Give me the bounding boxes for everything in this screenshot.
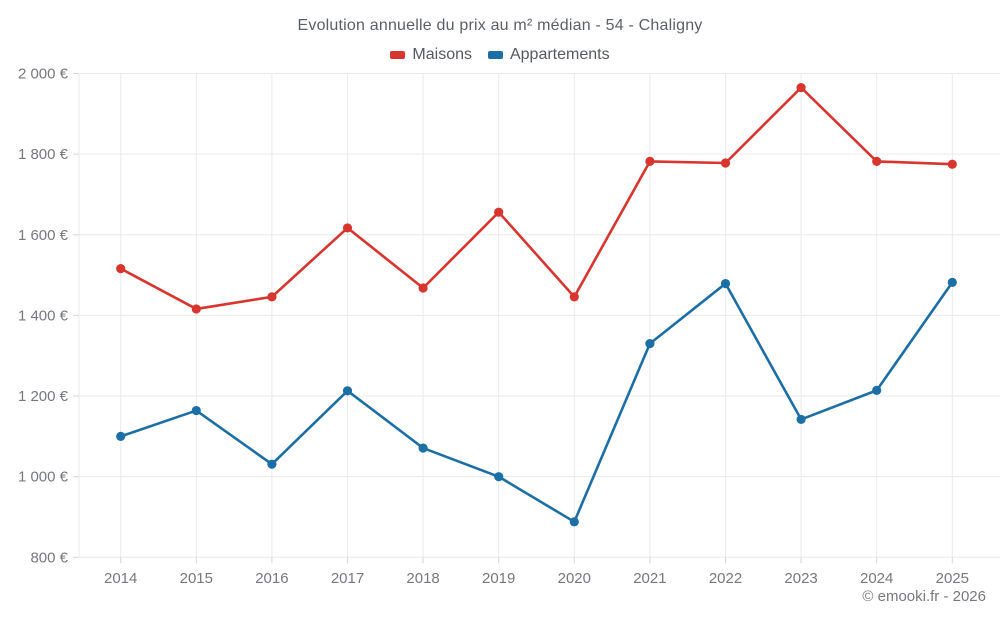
- x-tick-label: 2018: [406, 570, 439, 587]
- axes: [73, 73, 953, 564]
- x-tick-label: 2016: [255, 570, 288, 587]
- y-tick-label: 1 000 €: [18, 469, 69, 486]
- data-point-maisons-2014[interactable]: [116, 264, 126, 274]
- series-line-appartements: [119, 281, 954, 524]
- chart-legend: Maisons Appartements: [0, 45, 1000, 65]
- data-point-maisons-2025[interactable]: [947, 159, 957, 169]
- data-point-appartements-2025[interactable]: [947, 277, 957, 287]
- data-point-appartements-2022[interactable]: [720, 278, 731, 289]
- y-tick-label: 1 800 €: [18, 146, 69, 163]
- legend-label: Maisons: [412, 46, 472, 63]
- series-maisons: [116, 83, 957, 314]
- y-tick-label: 1 200 €: [18, 388, 69, 405]
- data-point-maisons-2020[interactable]: [569, 292, 579, 302]
- data-point-appartements-2015[interactable]: [191, 405, 201, 416]
- data-point-appartements-2024[interactable]: [872, 385, 882, 395]
- data-point-maisons-2024[interactable]: [872, 156, 882, 166]
- y-tick-label: 1 400 €: [18, 307, 69, 324]
- series-appartements: [116, 277, 957, 527]
- data-point-appartements-2016[interactable]: [267, 459, 277, 469]
- y-tick-label: 800 €: [30, 549, 68, 566]
- x-tick-label: 2019: [482, 570, 515, 587]
- x-tick-label: 2020: [558, 570, 591, 587]
- credit-text: © emooki.fr - 2026: [862, 588, 986, 605]
- x-tick-label: 2021: [633, 570, 666, 587]
- legend-item-appartements[interactable]: Appartements: [487, 46, 610, 64]
- legend-label: Appartements: [509, 46, 610, 63]
- y-tick-label: 1 600 €: [18, 227, 69, 244]
- data-point-maisons-2018[interactable]: [418, 283, 428, 293]
- gridlines: [79, 73, 1000, 558]
- y-tick-label: 2 000 €: [18, 66, 69, 83]
- data-point-maisons-2015[interactable]: [191, 304, 201, 314]
- legend-swatch-maisons: [390, 51, 406, 59]
- x-tick-label: 2025: [936, 570, 969, 587]
- series-line-maisons: [119, 86, 954, 311]
- legend-swatch-appartements: [487, 51, 503, 59]
- series: [116, 83, 957, 527]
- data-point-appartements-2020[interactable]: [569, 517, 579, 527]
- data-point-maisons-2019[interactable]: [494, 207, 504, 217]
- data-point-maisons-2016[interactable]: [267, 292, 277, 302]
- chart-title: Evolution annuelle du prix au m² médian …: [297, 17, 703, 34]
- data-point-maisons-2017[interactable]: [342, 223, 353, 233]
- data-point-appartements-2019[interactable]: [494, 472, 504, 482]
- legend-item-maisons[interactable]: Maisons: [390, 46, 472, 64]
- data-point-maisons-2021[interactable]: [645, 156, 655, 166]
- x-tick-label: 2015: [180, 570, 213, 587]
- data-point-appartements-2017[interactable]: [342, 386, 353, 396]
- data-point-appartements-2021[interactable]: [645, 339, 655, 349]
- x-tick-label: 2017: [331, 570, 364, 587]
- data-point-maisons-2023[interactable]: [796, 83, 806, 93]
- data-point-appartements-2023[interactable]: [796, 414, 806, 425]
- x-tick-label: 2022: [709, 570, 742, 587]
- data-point-appartements-2014[interactable]: [116, 431, 126, 441]
- data-point-appartements-2018[interactable]: [418, 443, 428, 453]
- x-tick-label: 2014: [104, 570, 137, 587]
- x-tick-label: 2023: [784, 570, 817, 587]
- x-tick-label: 2024: [860, 570, 893, 587]
- data-point-maisons-2022[interactable]: [720, 158, 731, 168]
- tick-labels: 800 € 1 000 € 1 200 € 1 400 € 1 600 € 1 800 €…: [18, 66, 969, 588]
